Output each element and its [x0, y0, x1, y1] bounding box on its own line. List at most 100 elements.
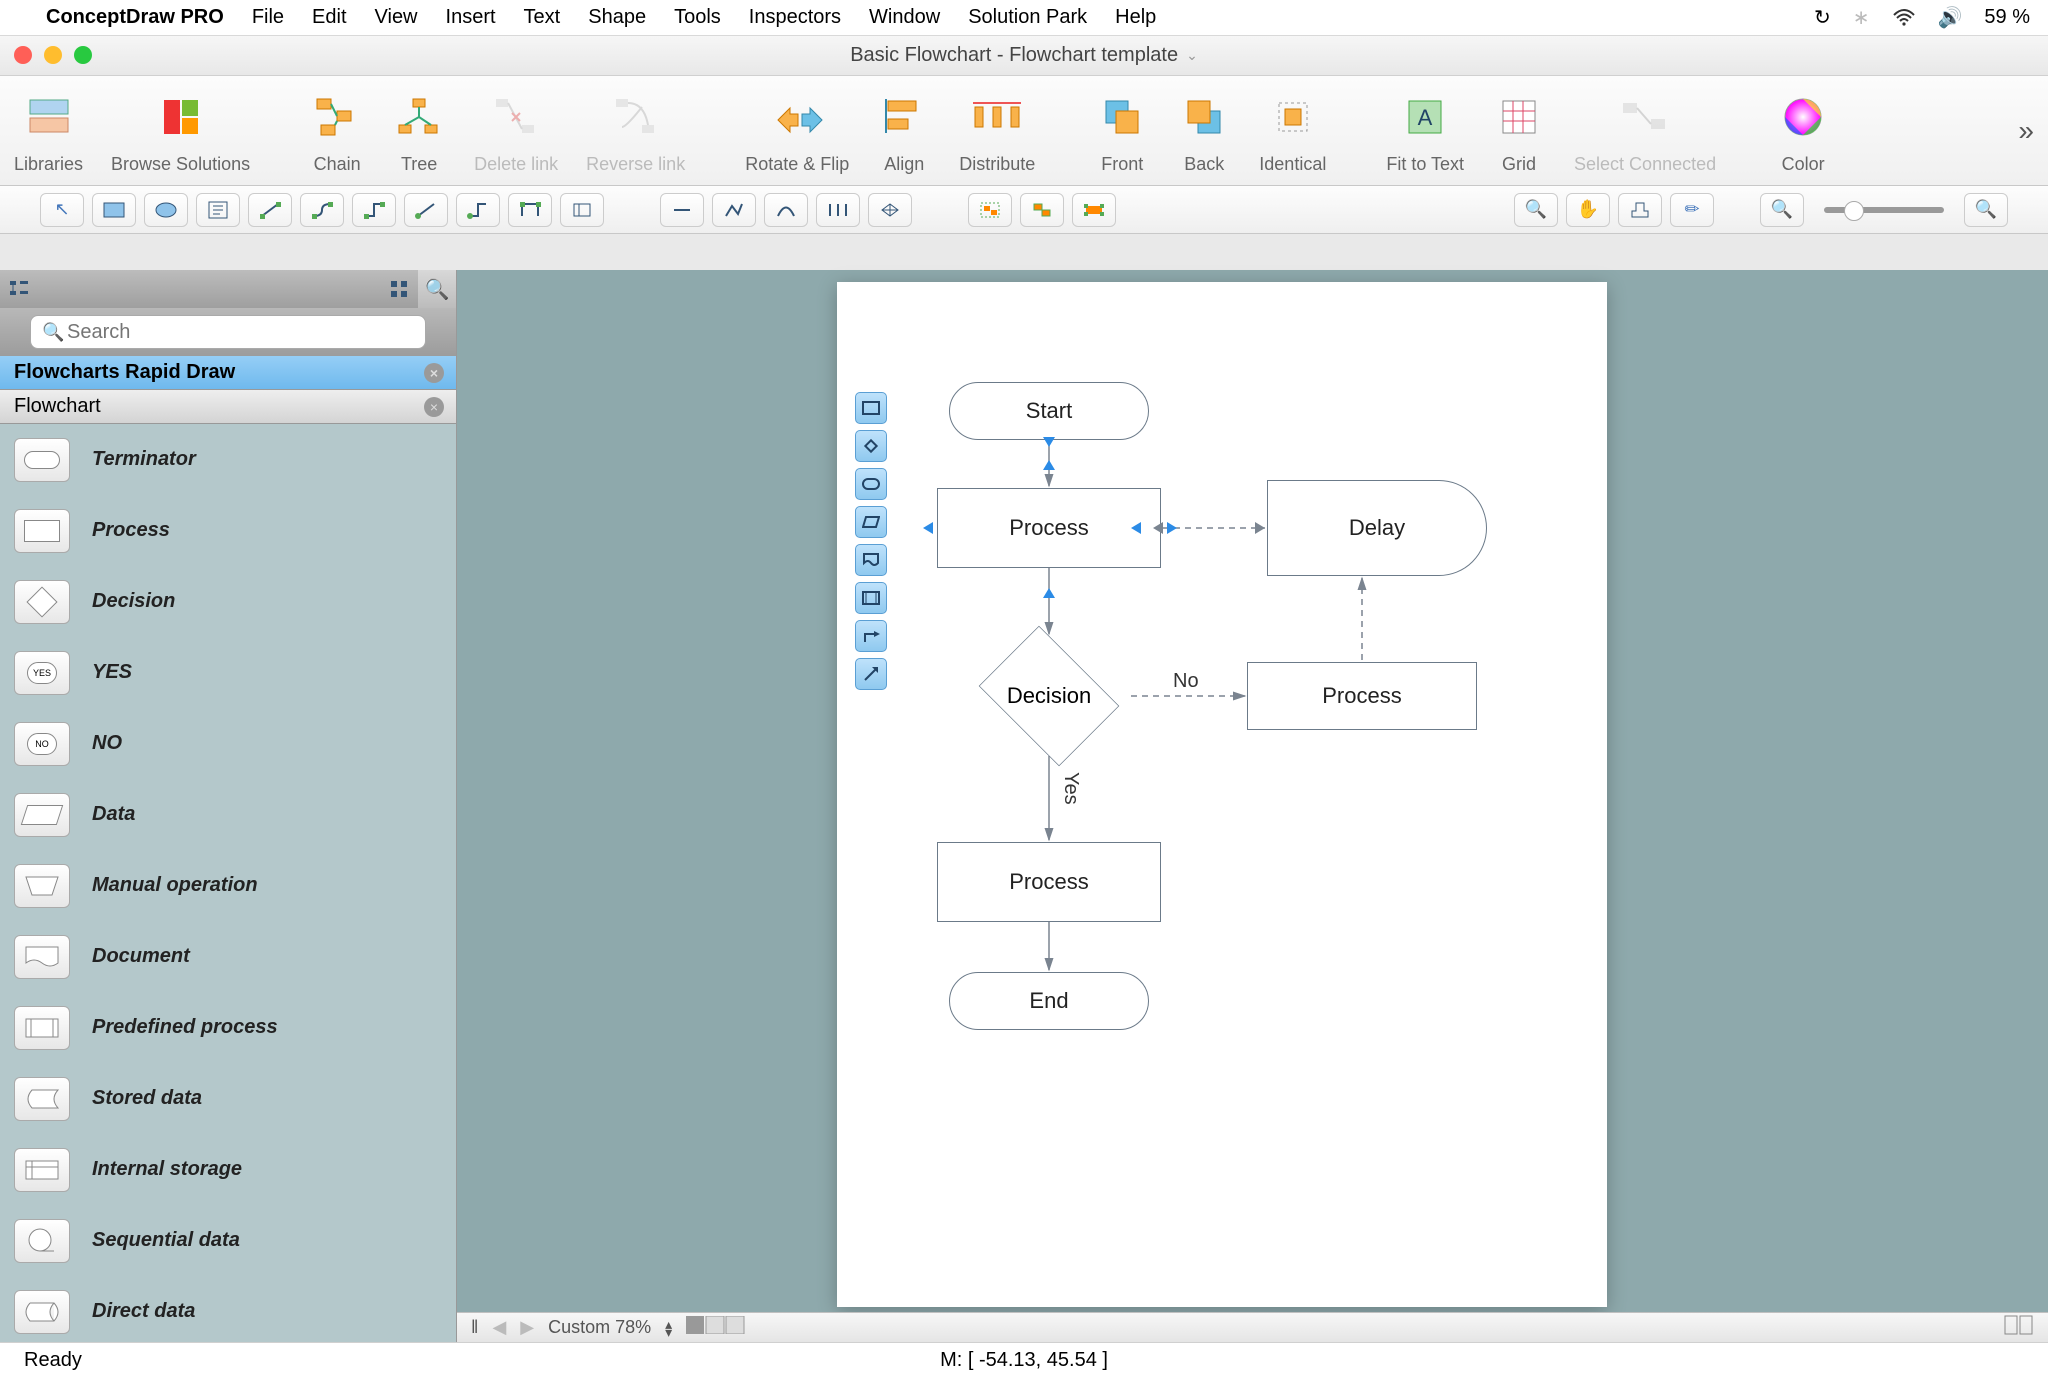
shape-internal[interactable]: Internal storage: [0, 1134, 456, 1205]
node-process-3[interactable]: Process: [937, 842, 1161, 922]
rd-decision-icon[interactable]: [855, 430, 887, 462]
connector-tool-2[interactable]: [300, 193, 344, 227]
library-header-inactive[interactable]: Flowchart ×: [0, 390, 456, 424]
zoom-level[interactable]: Custom 78%: [548, 1317, 651, 1338]
volume-icon[interactable]: 🔊: [1938, 5, 1963, 30]
back-icon[interactable]: [1177, 90, 1231, 144]
toolbar-overflow-icon[interactable]: »: [2018, 115, 2034, 147]
menu-file[interactable]: File: [252, 6, 284, 29]
shape-direct[interactable]: Direct data: [0, 1276, 456, 1342]
chain-icon[interactable]: [310, 90, 364, 144]
line-tool-4[interactable]: [816, 193, 860, 227]
fit-icon[interactable]: [2004, 1315, 2034, 1340]
rd-document-icon[interactable]: [855, 544, 887, 576]
shape-yes[interactable]: YESYES: [0, 637, 456, 708]
deletelink-icon[interactable]: [489, 90, 543, 144]
rect-tool[interactable]: [92, 193, 136, 227]
libraries-icon[interactable]: [22, 90, 76, 144]
prev-page-icon[interactable]: ◀: [492, 1317, 506, 1338]
pointer-tool[interactable]: ↖: [40, 193, 84, 227]
grid-icon[interactable]: [1492, 90, 1546, 144]
node-decision[interactable]: Decision: [969, 636, 1129, 756]
eyedropper-tool[interactable]: ✏: [1670, 193, 1714, 227]
zoom-tool[interactable]: 🔍: [1514, 193, 1558, 227]
shape-terminator[interactable]: Terminator: [0, 424, 456, 495]
group-tool-3[interactable]: [1072, 193, 1116, 227]
menu-help[interactable]: Help: [1115, 6, 1156, 29]
connector-tool-4[interactable]: [404, 193, 448, 227]
shape-document[interactable]: Document: [0, 921, 456, 992]
connector-tool-7[interactable]: [560, 193, 604, 227]
shape-process[interactable]: Process: [0, 495, 456, 566]
sync-icon[interactable]: ↻: [1814, 5, 1831, 30]
zoom-icon[interactable]: [74, 46, 92, 64]
ellipse-tool[interactable]: [144, 193, 188, 227]
wifi-icon[interactable]: [1892, 9, 1916, 27]
page-thumb[interactable]: [686, 1316, 746, 1339]
library-header-active[interactable]: Flowcharts Rapid Draw ×: [0, 356, 456, 390]
identical-icon[interactable]: [1266, 90, 1320, 144]
tree-icon[interactable]: [392, 90, 446, 144]
shape-manualop[interactable]: Manual operation: [0, 850, 456, 921]
close-icon[interactable]: ×: [424, 397, 444, 417]
chevron-down-icon[interactable]: ⌄: [1186, 47, 1198, 64]
bluetooth-icon[interactable]: ∗: [1853, 5, 1870, 30]
color-icon[interactable]: [1776, 90, 1830, 144]
close-icon[interactable]: [14, 46, 32, 64]
distribute-icon[interactable]: [970, 90, 1024, 144]
node-delay[interactable]: Delay: [1267, 480, 1487, 576]
minimize-icon[interactable]: [44, 46, 62, 64]
drawing-page[interactable]: Start Process Delay Decision Process Pro…: [837, 282, 1607, 1307]
pause-icon[interactable]: ‖: [471, 1317, 478, 1338]
fittotext-icon[interactable]: A: [1398, 90, 1452, 144]
panel-search-icon[interactable]: 🔍: [418, 270, 456, 308]
menu-tools[interactable]: Tools: [674, 6, 721, 29]
connector-tool-3[interactable]: [352, 193, 396, 227]
menu-solutionpark[interactable]: Solution Park: [968, 6, 1087, 29]
shape-decision[interactable]: Decision: [0, 566, 456, 637]
rd-process-icon[interactable]: [855, 392, 887, 424]
menu-inspectors[interactable]: Inspectors: [749, 6, 841, 29]
connector-tool-1[interactable]: [248, 193, 292, 227]
shape-data[interactable]: Data: [0, 779, 456, 850]
menu-insert[interactable]: Insert: [446, 6, 496, 29]
browse-icon[interactable]: [154, 90, 208, 144]
zoom-stepper-icon[interactable]: ▴▾: [665, 1320, 672, 1336]
line-tool-2[interactable]: [712, 193, 756, 227]
rd-data-icon[interactable]: [855, 506, 887, 538]
search-input[interactable]: [30, 315, 426, 349]
shape-predefined[interactable]: Predefined process: [0, 992, 456, 1063]
menu-edit[interactable]: Edit: [312, 6, 346, 29]
node-start[interactable]: Start: [949, 382, 1149, 440]
rotateflip-icon[interactable]: [770, 90, 824, 144]
connector-tool-6[interactable]: [508, 193, 552, 227]
zoom-slider[interactable]: [1824, 207, 1944, 213]
menu-shape[interactable]: Shape: [588, 6, 646, 29]
rd-arrow-icon[interactable]: [855, 658, 887, 690]
zoom-in-button[interactable]: 🔍: [1964, 193, 2008, 227]
node-process-2[interactable]: Process: [1247, 662, 1477, 730]
text-tool[interactable]: [196, 193, 240, 227]
pan-tool[interactable]: ✋: [1566, 193, 1610, 227]
group-tool-1[interactable]: [968, 193, 1012, 227]
shape-stored[interactable]: Stored data: [0, 1063, 456, 1134]
selectconnected-icon[interactable]: [1618, 90, 1672, 144]
node-end[interactable]: End: [949, 972, 1149, 1030]
rd-predefined-icon[interactable]: [855, 582, 887, 614]
window-controls[interactable]: [14, 46, 92, 64]
node-process-1[interactable]: Process: [937, 488, 1161, 568]
menu-view[interactable]: View: [375, 6, 418, 29]
canvas-area[interactable]: Start Process Delay Decision Process Pro…: [457, 270, 2048, 1342]
reverselink-icon[interactable]: [609, 90, 663, 144]
menu-text[interactable]: Text: [524, 6, 561, 29]
zoom-out-button[interactable]: 🔍: [1760, 193, 1804, 227]
line-tool-1[interactable]: [660, 193, 704, 227]
rd-connector-icon[interactable]: [855, 620, 887, 652]
group-tool-2[interactable]: [1020, 193, 1064, 227]
panel-tree-icon[interactable]: [0, 270, 38, 308]
stamp-tool[interactable]: [1618, 193, 1662, 227]
rd-terminator-icon[interactable]: [855, 468, 887, 500]
app-name[interactable]: ConceptDraw PRO: [46, 6, 224, 29]
front-icon[interactable]: [1095, 90, 1149, 144]
close-icon[interactable]: ×: [424, 363, 444, 383]
